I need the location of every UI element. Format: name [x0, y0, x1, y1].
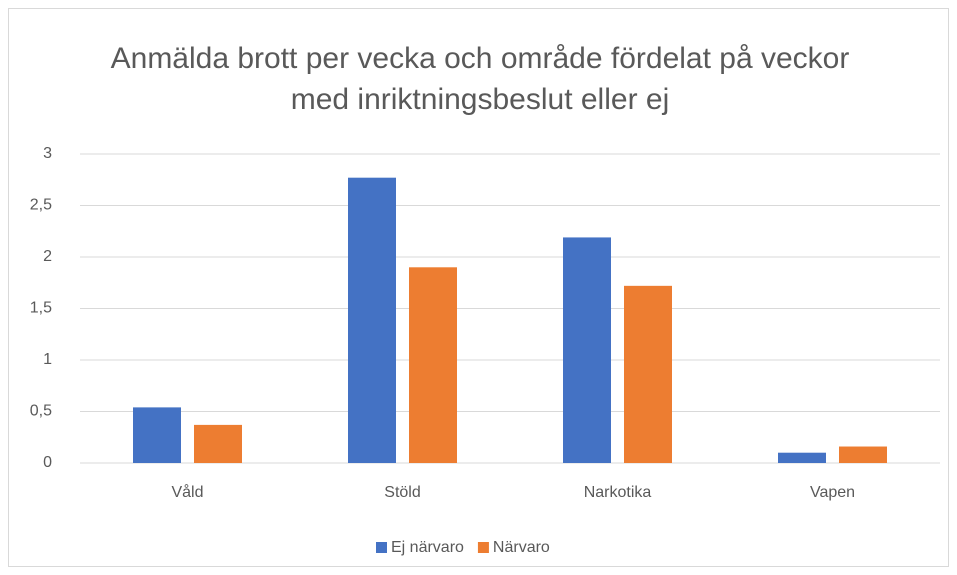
y-tick-label: 0,5: [30, 403, 52, 420]
bar: [348, 177, 396, 463]
x-tick-label: Vapen: [810, 484, 855, 501]
legend-swatch: [376, 542, 387, 553]
x-tick-label: Narkotika: [584, 484, 652, 501]
bar: [778, 452, 826, 463]
y-tick-label: 2: [43, 248, 52, 265]
y-tick-label: 1: [43, 351, 52, 368]
bar: [839, 446, 887, 463]
y-tick-label: 2,5: [30, 197, 52, 214]
y-tick-label: 3: [43, 145, 52, 162]
bar: [409, 267, 457, 463]
legend-swatch: [477, 542, 489, 553]
legend-label: Ej närvaro: [391, 539, 464, 556]
x-tick-label: Våld: [171, 483, 203, 501]
y-tick-label: 1,5: [30, 300, 52, 317]
bar: [563, 237, 611, 463]
chart-title: Anmälda brott per vecka och område förde…: [110, 42, 850, 116]
chart-border: [8, 8, 949, 567]
bar: [624, 285, 672, 463]
bar: [133, 407, 181, 463]
y-tick-label: 0: [43, 454, 52, 471]
legend-label: Närvaro: [493, 539, 550, 556]
x-tick-label: Stöld: [384, 484, 420, 501]
bar: [194, 424, 242, 463]
